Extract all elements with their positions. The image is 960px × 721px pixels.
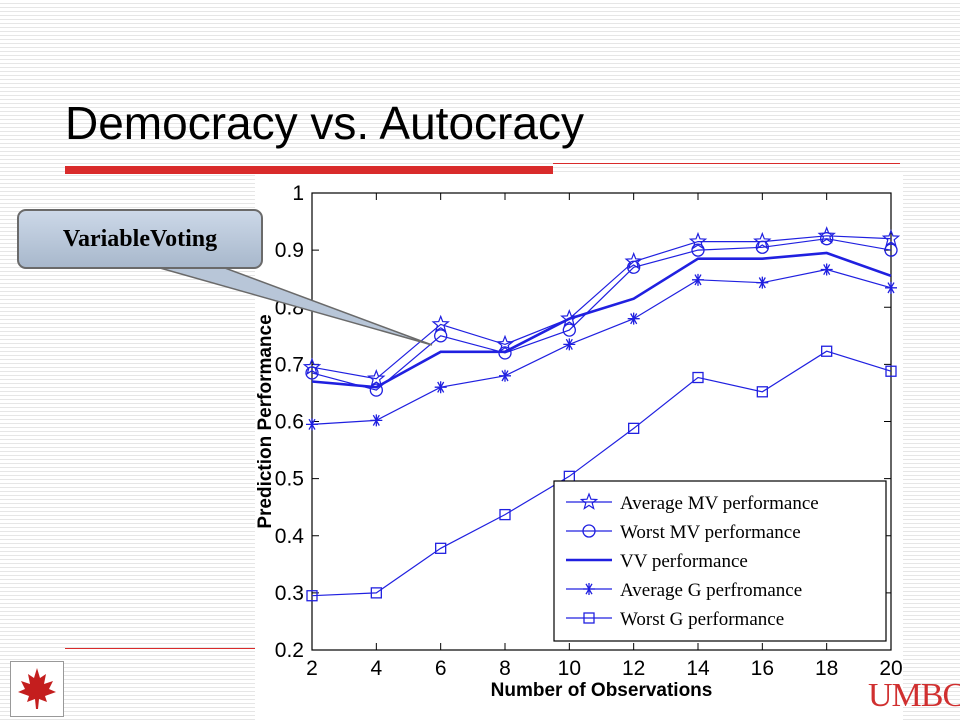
y-tick-label: 0.9	[275, 239, 304, 262]
footer-rule	[65, 648, 255, 649]
series-3-point	[820, 263, 833, 276]
series-line-2	[311, 251, 892, 389]
chart-panel: 0.2 0.3 0.4 0.5 0.6 0.7 0.8 0.9 1 2 4 6 8 10 12 14 16 18 2…	[255, 175, 903, 720]
series-1-point	[627, 260, 641, 274]
series-4-point	[499, 508, 511, 521]
umbc-logo-text: UMBC	[868, 677, 960, 714]
series-0-point	[431, 314, 450, 333]
series-line-1	[311, 238, 892, 391]
series-line-3	[311, 268, 892, 425]
series-4-point	[885, 365, 897, 377]
maple-leaf-icon	[18, 668, 56, 709]
series-3-point	[370, 414, 383, 427]
series-line-0	[311, 235, 892, 380]
x-tick-label: 6	[435, 657, 447, 680]
maple-leaf-logo	[10, 661, 64, 717]
series-3-point	[692, 273, 704, 286]
series-0-point	[753, 231, 772, 250]
y-tick-label: 0.6	[275, 411, 304, 434]
legend-label-0: Average MV performance	[620, 493, 819, 514]
umbc-logo: UMBC	[858, 676, 960, 718]
series-1-point	[305, 366, 319, 380]
series-0-point	[495, 334, 515, 353]
x-axis-label: Number of Observations	[491, 680, 713, 701]
series-3-point	[434, 381, 447, 394]
series-4-point	[306, 590, 318, 602]
x-tick-label: 18	[815, 657, 838, 680]
variable-voting-callout: VariableVoting	[17, 209, 263, 269]
series-3-point	[499, 369, 511, 382]
series-1-point	[369, 383, 383, 397]
series-1-point	[884, 243, 898, 257]
legend-marker-4	[583, 612, 595, 624]
x-tick-label: 12	[622, 657, 645, 680]
series-4-point	[435, 542, 447, 554]
series-0-point	[881, 229, 901, 247]
legend-marker-1	[582, 524, 596, 538]
legend-label-3: Average G perfromance	[620, 580, 802, 601]
x-tick-label: 8	[499, 657, 511, 680]
series-4-point	[821, 345, 833, 357]
legend-label-1: Worst MV performance	[620, 522, 801, 543]
y-tick-label: 0.5	[275, 468, 304, 491]
x-tick-label: 2	[306, 657, 318, 680]
series-0-point	[302, 357, 322, 376]
series-1-point	[755, 240, 769, 254]
y-tick-label: 0.8	[275, 296, 304, 319]
y-tick-label: 1	[292, 182, 304, 205]
series-0-point	[688, 231, 708, 250]
series-4-point	[370, 587, 382, 599]
series-3-point	[563, 338, 576, 351]
x-tick-label: 14	[686, 657, 710, 680]
legend-marker-3	[583, 583, 595, 595]
line-chart: 0.20.30.40.50.60.70.80.912 4 6 8 10 12 14 16 18 2…	[255, 182, 903, 701]
x-tick-label: 4	[370, 657, 382, 680]
series-4-point	[756, 386, 768, 398]
series-1-point	[691, 243, 705, 257]
y-tick-label: 0.4	[275, 525, 305, 548]
y-tick-label: 0.2	[275, 639, 304, 662]
series-0-point	[624, 251, 643, 270]
slide-title: Democracy vs. Autocracy	[65, 97, 584, 149]
x-tick-label: 16	[751, 657, 774, 680]
series-1-point	[562, 323, 576, 337]
legend-marker-0	[579, 492, 599, 510]
y-axis-label: Prediction Performance	[255, 314, 276, 528]
x-tick-label: 20	[879, 657, 902, 680]
legend-label-4: Worst G performance	[620, 609, 784, 630]
series-4-point	[628, 422, 640, 435]
series-1-point	[434, 329, 448, 343]
series-line-4	[311, 350, 892, 597]
title-underline-red	[65, 166, 553, 174]
y-tick-label: 0.3	[275, 582, 304, 605]
series-0-point	[367, 369, 386, 387]
series-3-point	[885, 281, 897, 294]
y-tick-label: 0.7	[275, 353, 304, 376]
title-underline-thin	[553, 163, 900, 164]
series-3-point	[306, 418, 318, 431]
series-4-point	[692, 371, 704, 384]
legend-label-2: VV performance	[620, 551, 748, 572]
x-tick-label: 10	[558, 657, 581, 680]
series-3-point	[756, 276, 769, 289]
series-1-point	[820, 232, 834, 246]
series-3-point	[627, 312, 640, 325]
